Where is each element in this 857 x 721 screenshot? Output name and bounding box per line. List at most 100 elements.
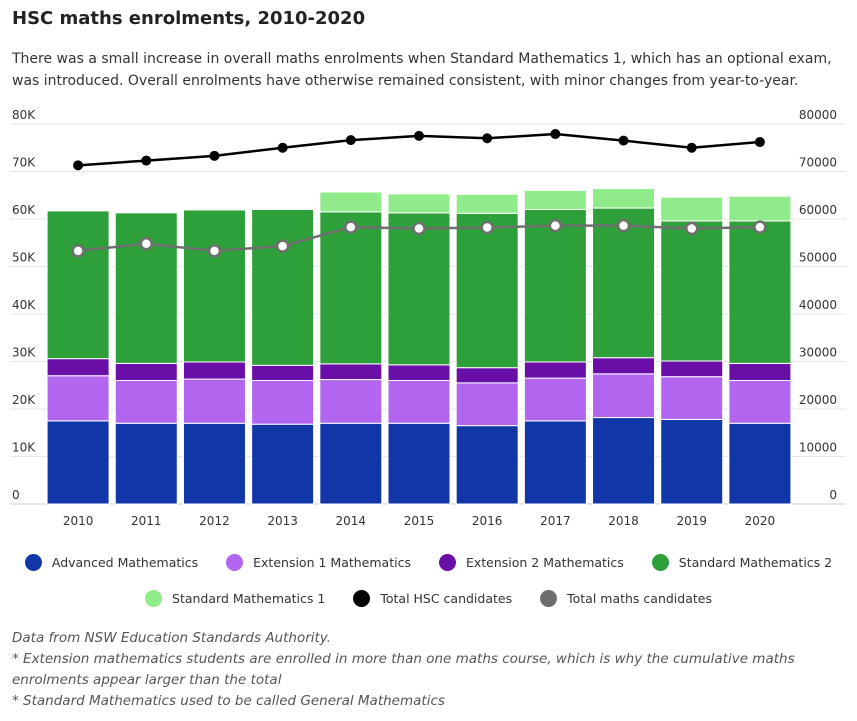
bar-advanced-2010 (46, 420, 110, 505)
point-total_maths-2019 (684, 221, 699, 236)
bar-advanced-2017 (523, 420, 587, 505)
left-tick-label: 40K (12, 298, 36, 312)
chart-title: HSC maths enrolments, 2010-2020 (12, 8, 366, 29)
left-tick-label: 0 (12, 488, 20, 502)
left-tick-label: 20K (12, 393, 36, 407)
bar-standard2-2015 (387, 212, 451, 366)
bar-standard1-2016 (455, 193, 519, 214)
bar-standard2-2016 (455, 212, 519, 369)
point-total_maths-2016 (480, 220, 494, 235)
bar-stacks (46, 188, 792, 505)
chart-canvas: 0 10K 20K 30K 40K 50K 60K 70K 80K 0 10000 20000 300… (10, 108, 846, 528)
right-tick-label: 80000 (799, 108, 837, 122)
point-total_hsc-2010 (73, 160, 84, 171)
bar-ext2-2018 (592, 357, 656, 375)
bar-advanced-2018 (592, 417, 656, 505)
bar-advanced-2011 (114, 422, 178, 505)
bar-standard2-2020 (728, 220, 792, 364)
bar-standard1-2020 (728, 195, 792, 222)
point-total_maths-2015 (412, 221, 426, 236)
bar-ext1-2017 (523, 377, 587, 422)
bar-standard2-2019 (660, 220, 724, 362)
bar-standard2-2011 (114, 212, 178, 364)
right-tick-label: 50000 (799, 251, 837, 265)
bar-ext1-2010 (46, 375, 110, 422)
x-tick-label: 2015 (404, 514, 435, 528)
chart-subtitle: There was a small increase in overall ma… (12, 51, 832, 89)
bar-advanced-2015 (387, 422, 451, 505)
line-series (71, 128, 767, 258)
legend-label-total-maths: Total maths candidates (567, 591, 712, 606)
legend-swatch-advanced (24, 554, 42, 571)
legend-item-ext2[interactable]: Extension 2 Mathematics (438, 554, 624, 571)
right-tick-label: 30000 (799, 346, 837, 360)
x-tick-label: 2012 (199, 514, 230, 528)
legend-label-standard2: Standard Mathematics 2 (678, 555, 833, 570)
left-tick-label: 70K (12, 156, 36, 170)
bar-standard1-2019 (660, 196, 724, 222)
point-total_hsc-2011 (141, 155, 152, 166)
x-tick-label: 2016 (472, 514, 503, 528)
left-tick-label: 30K (12, 346, 36, 360)
x-tick-label: 2014 (336, 514, 367, 528)
point-total_hsc-2014 (345, 135, 356, 146)
legend-item-standard1[interactable]: Standard Mathematics 1 (145, 590, 325, 607)
bar-ext1-2015 (387, 380, 451, 424)
right-tick-label: 10000 (799, 441, 837, 455)
legend-row-1: Advanced Mathematics Extension 1 Mathema… (0, 554, 857, 571)
legend-item-standard2[interactable]: Standard Mathematics 2 (651, 554, 833, 571)
bar-standard2-2018 (592, 207, 656, 359)
right-tick-label: 60000 (799, 203, 837, 217)
bar-standard1-2017 (523, 190, 587, 210)
legend-item-ext1[interactable]: Extension 1 Mathematics (226, 554, 411, 571)
legend-swatch-ext2 (438, 554, 456, 571)
legend-label-ext1: Extension 1 Mathematics (253, 555, 411, 570)
point-total_hsc-2016 (482, 133, 493, 144)
point-total_maths-2013 (275, 239, 290, 253)
bar-ext1-2016 (455, 382, 519, 427)
legend-swatch-standard2 (651, 554, 669, 571)
legend-swatch-total-maths (540, 590, 558, 607)
point-total_maths-2020 (753, 220, 767, 234)
legend-item-total-hsc[interactable]: Total HSC candidates (353, 590, 512, 607)
source-note: Data from NSW Education Standards Author… (12, 630, 332, 646)
legend-label-total-hsc: Total HSC candidates (380, 591, 513, 606)
bar-ext2-2013 (251, 364, 315, 381)
x-tick-label: 2019 (676, 514, 707, 528)
point-total_hsc-2017 (550, 128, 561, 139)
bar-standard1-2014 (319, 191, 383, 213)
bar-advanced-2013 (251, 423, 315, 505)
bar-advanced-2012 (182, 422, 246, 505)
left-axis-ticks: 0 10K 20K 30K 40K 50K 60K 70K 80K (12, 108, 36, 502)
right-tick-label: 70000 (799, 156, 837, 170)
bar-ext1-2020 (728, 380, 792, 424)
x-tick-label: 2011 (131, 514, 162, 528)
bar-advanced-2014 (319, 422, 383, 505)
point-total_hsc-2015 (414, 130, 424, 141)
bar-standard1-2015 (387, 193, 451, 214)
point-total_maths-2017 (548, 218, 563, 233)
x-tick-label: 2013 (267, 514, 298, 528)
point-total_hsc-2018 (618, 135, 629, 146)
point-total_hsc-2019 (686, 142, 697, 153)
bar-ext1-2011 (114, 380, 178, 424)
left-tick-label: 50K (12, 251, 36, 265)
legend-label-ext2: Extension 2 Mathematics (465, 555, 624, 570)
x-tick-label: 2010 (63, 514, 94, 528)
bar-ext2-2019 (660, 360, 724, 378)
x-tick-label: 2020 (745, 514, 776, 528)
legend-item-total-maths[interactable]: Total maths candidates (540, 590, 712, 607)
point-total_maths-2018 (616, 218, 631, 233)
right-tick-label: 0 (829, 488, 837, 502)
bar-ext2-2016 (455, 367, 519, 384)
legend-item-advanced[interactable]: Advanced Mathematics (24, 554, 199, 571)
legend-swatch-ext1 (226, 554, 244, 571)
bar-advanced-2016 (455, 425, 519, 505)
right-tick-label: 20000 (799, 393, 837, 407)
legend-label-advanced: Advanced Mathematics (51, 555, 199, 570)
bar-standard2-2014 (319, 211, 383, 365)
x-axis-ticks: 2010 2011 2012 2013 2014 2015 2016 2017 2018 2019… (63, 514, 775, 528)
point-total_maths-2012 (207, 244, 222, 258)
point-total_hsc-2012 (209, 150, 220, 161)
x-tick-label: 2017 (540, 514, 571, 528)
